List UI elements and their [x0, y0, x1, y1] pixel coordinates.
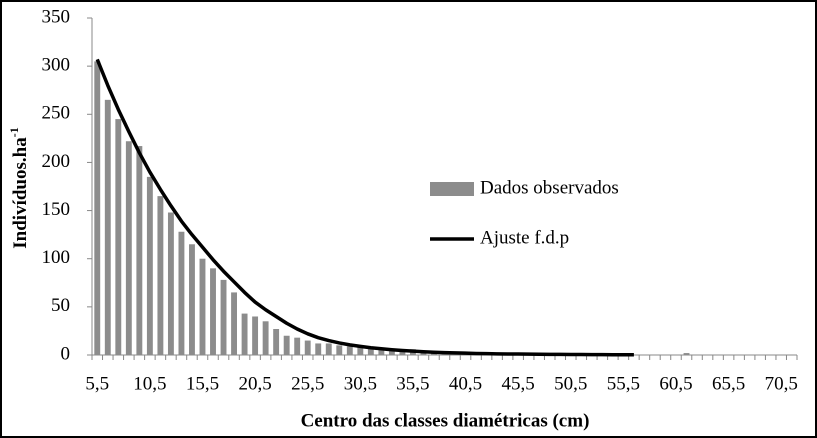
x-axis-label: Centro das classes diamétricas (cm): [301, 410, 590, 431]
bar: [167, 212, 174, 355]
y-axis-label-main: Indivíduos.ha: [10, 137, 31, 249]
bar: [683, 353, 690, 355]
bar: [210, 268, 216, 355]
fit-line: [95, 58, 634, 357]
y-tick-label: 50: [51, 295, 70, 316]
x-tick-label: 50,5: [554, 373, 587, 394]
bar: [125, 141, 132, 355]
legend-label: Ajuste f.d.p: [480, 227, 569, 248]
bar: [283, 335, 290, 355]
bar: [399, 350, 406, 355]
bar: [294, 337, 301, 355]
x-tick-label: 70,5: [765, 373, 798, 394]
x-tick-label: 20,5: [238, 373, 271, 394]
x-tick-label: 40,5: [449, 373, 482, 394]
x-tick-label: 25,5: [291, 373, 324, 394]
x-tick-label: 10,5: [133, 373, 166, 394]
x-tick-label: 45,5: [502, 373, 535, 394]
bar: [367, 348, 374, 355]
x-tick-label: 65,5: [712, 373, 745, 394]
legend-label: Dados observados: [480, 177, 619, 198]
bar: [262, 321, 269, 355]
bar: [315, 343, 322, 355]
bar: [136, 146, 143, 355]
y-tick-label: 350: [42, 6, 71, 27]
legend-swatch: [430, 182, 474, 196]
bar: [357, 347, 364, 355]
bar: [115, 119, 122, 355]
bar: [388, 350, 395, 355]
x-tick-label: 5,5: [85, 373, 109, 394]
y-tick-label: 200: [42, 151, 71, 172]
bar: [336, 345, 343, 355]
x-tick-label: 15,5: [186, 373, 219, 394]
bar: [304, 340, 311, 355]
bar: [94, 61, 101, 355]
y-axis-label: Indivíduos.ha-1: [7, 127, 32, 248]
bar: [189, 244, 195, 355]
bar: [346, 346, 353, 355]
bar: [220, 279, 227, 355]
y-tick-label: 250: [42, 103, 71, 124]
bar: [104, 99, 111, 355]
x-tick-label: 35,5: [396, 373, 429, 394]
bar: [146, 176, 153, 355]
x-tick-label: 55,5: [607, 373, 640, 394]
x-tick-label: 60,5: [659, 373, 692, 394]
bar: [378, 349, 385, 355]
y-tick-label: 150: [42, 199, 71, 220]
bar: [231, 292, 237, 355]
y-tick-label: 0: [61, 343, 71, 364]
bar: [241, 313, 248, 355]
bar: [199, 258, 206, 355]
bar: [157, 196, 164, 355]
bar: [273, 329, 280, 355]
bar: [178, 231, 185, 355]
y-tick-label: 300: [42, 55, 71, 76]
y-axis-label-sup: -1: [7, 127, 21, 137]
bar: [252, 316, 259, 355]
x-tick-label: 30,5: [344, 373, 377, 394]
bar: [325, 343, 332, 355]
y-tick-label: 100: [42, 247, 71, 268]
